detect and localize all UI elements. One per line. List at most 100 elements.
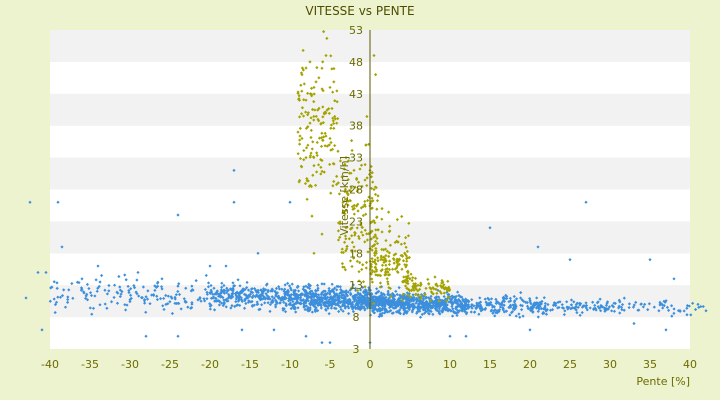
series-blue-point xyxy=(349,304,353,309)
series-olive-point xyxy=(316,117,320,121)
y-tick-label: 48 xyxy=(349,56,363,69)
series-blue-point xyxy=(245,295,249,299)
series-blue-point xyxy=(71,296,75,300)
series-blue-point xyxy=(431,303,435,308)
series-blue-point xyxy=(96,264,100,268)
series-blue-point xyxy=(443,303,447,307)
series-olive-point xyxy=(346,203,350,207)
series-olive-point xyxy=(329,123,333,127)
y-tick-label: 8 xyxy=(353,311,360,324)
series-blue-point xyxy=(316,295,320,300)
series-blue-point xyxy=(380,298,385,302)
series-olive-point xyxy=(319,165,323,169)
series-blue-point xyxy=(216,294,221,298)
series-blue-point xyxy=(319,293,323,297)
series-blue-point xyxy=(357,298,361,302)
series-blue-point xyxy=(528,300,532,304)
series-olive-point xyxy=(344,156,348,160)
series-olive-point xyxy=(442,291,446,295)
series-blue-point xyxy=(336,284,340,289)
series-blue-point xyxy=(588,306,592,310)
series-blue-point xyxy=(672,307,676,311)
series-blue-point xyxy=(467,299,471,303)
series-olive-point xyxy=(369,164,373,169)
series-blue-point xyxy=(637,308,641,312)
series-blue-point xyxy=(347,297,352,301)
series-olive-point xyxy=(310,147,314,151)
series-blue-point xyxy=(458,309,462,313)
series-olive-point xyxy=(338,235,342,239)
series-blue-point xyxy=(362,305,366,309)
series-olive-point xyxy=(388,259,392,263)
series-olive-point xyxy=(434,283,438,287)
series-blue-point xyxy=(372,310,376,315)
series-blue-point xyxy=(526,307,530,311)
series-blue-point xyxy=(60,245,64,249)
series-olive-point xyxy=(300,136,304,141)
series-blue-point xyxy=(413,305,417,309)
series-blue-point xyxy=(539,302,543,306)
series-blue-point xyxy=(186,305,190,309)
series-blue-point xyxy=(548,308,553,312)
series-olive-point xyxy=(437,299,442,303)
series-olive-point xyxy=(385,266,389,271)
series-blue-point xyxy=(465,299,470,303)
series-blue-point xyxy=(377,314,381,319)
series-blue-point xyxy=(279,298,283,302)
series-olive-point xyxy=(345,191,349,195)
series-blue-point xyxy=(596,300,600,304)
series-blue-point xyxy=(617,304,621,308)
series-olive-point xyxy=(355,204,359,208)
series-blue-point xyxy=(202,297,206,301)
series-olive-point xyxy=(370,171,374,175)
series-blue-point xyxy=(277,285,281,289)
series-olive-point xyxy=(297,180,301,184)
series-blue-point xyxy=(153,288,157,293)
series-blue-point xyxy=(335,288,339,292)
series-olive-point xyxy=(304,98,308,102)
series-olive-point xyxy=(365,238,370,242)
series-blue-point xyxy=(274,292,278,296)
series-blue-point xyxy=(444,302,448,306)
series-blue-point xyxy=(456,310,460,315)
series-olive-point xyxy=(296,130,300,134)
series-blue-point xyxy=(665,305,670,309)
series-blue-point xyxy=(391,292,395,296)
series-blue-point xyxy=(568,258,572,262)
series-olive-point xyxy=(370,268,374,273)
series-olive-point xyxy=(364,260,369,265)
series-blue-point xyxy=(599,309,603,313)
series-blue-point xyxy=(194,279,198,283)
series-blue-point xyxy=(232,200,236,204)
series-olive-point xyxy=(361,213,365,218)
series-olive-point xyxy=(406,274,410,278)
series-blue-point xyxy=(316,288,320,292)
series-blue-point xyxy=(288,297,293,301)
series-blue-point xyxy=(310,297,314,301)
series-olive-point xyxy=(392,258,396,262)
series-olive-point xyxy=(333,117,337,121)
series-olive-point xyxy=(419,296,423,301)
series-olive-point xyxy=(360,225,364,230)
series-blue-point xyxy=(177,292,182,297)
series-blue-point xyxy=(257,295,261,300)
series-blue-point xyxy=(560,306,565,310)
series-blue-point xyxy=(333,297,337,302)
series-blue-point xyxy=(153,284,157,288)
series-olive-point xyxy=(312,118,316,122)
series-blue-point xyxy=(304,334,308,338)
y-tick-label: 43 xyxy=(349,88,363,101)
series-blue-point xyxy=(666,308,671,312)
series-blue-point xyxy=(617,298,621,302)
series-blue-point xyxy=(50,285,54,289)
series-blue-point xyxy=(577,301,581,305)
series-blue-point xyxy=(475,303,479,307)
series-blue-point xyxy=(284,304,288,308)
series-olive-point xyxy=(314,170,319,174)
series-olive-point xyxy=(300,106,305,110)
series-blue-point xyxy=(236,299,240,303)
series-olive-point xyxy=(438,289,442,294)
series-olive-point xyxy=(391,267,395,271)
series-blue-point xyxy=(235,295,239,299)
series-blue-point xyxy=(272,296,276,300)
